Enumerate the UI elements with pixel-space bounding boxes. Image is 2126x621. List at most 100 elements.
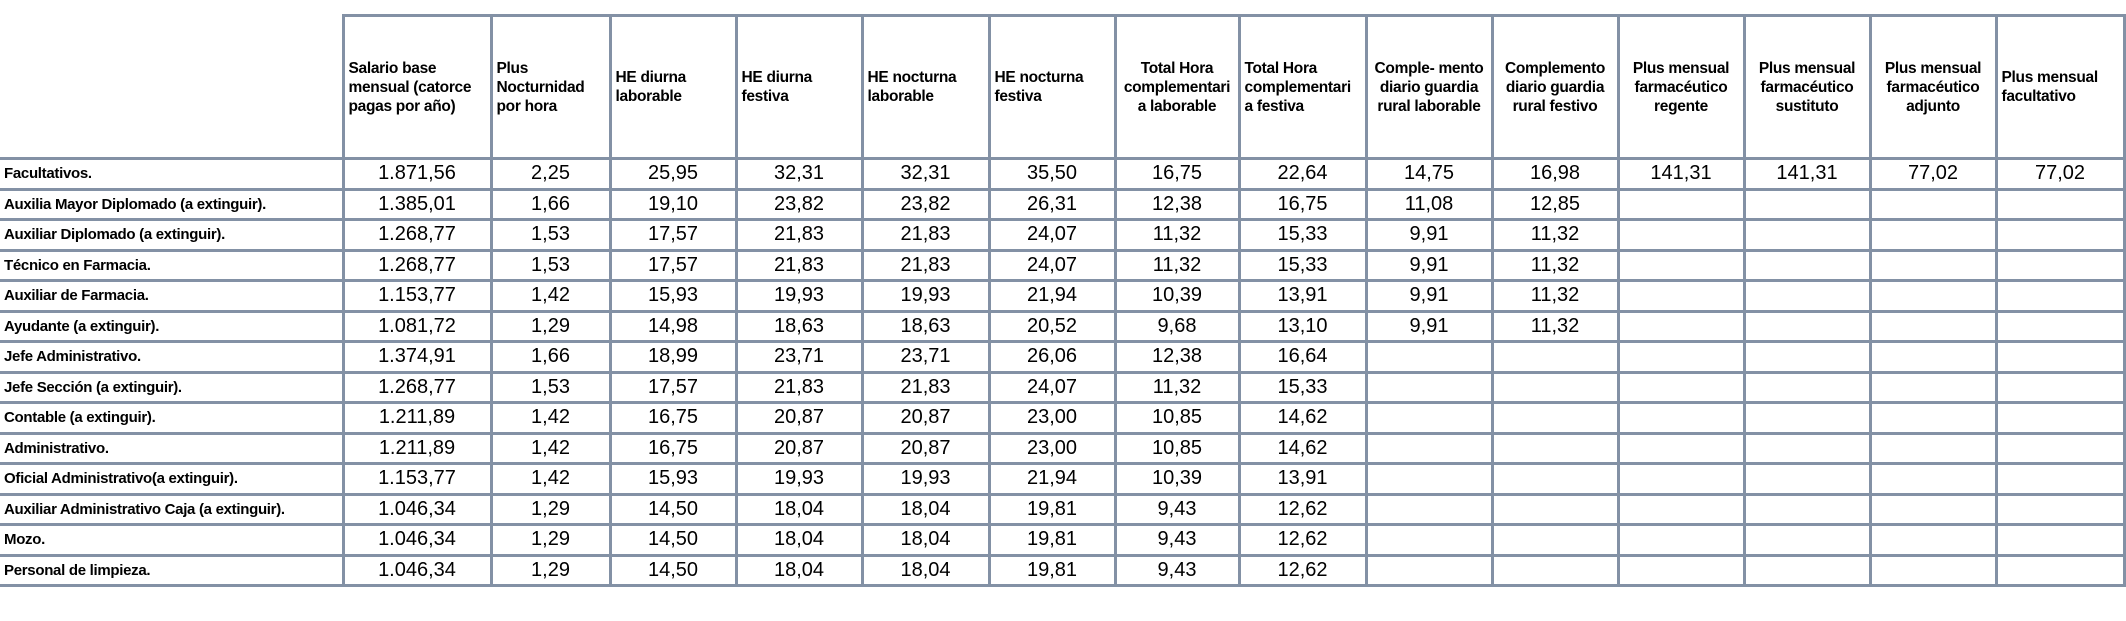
empty-cell [1994,218,2126,252]
empty-cell [1742,370,1872,404]
value-cell: 11,32 [1490,309,1620,343]
value-cell: 1.374,91 [341,340,493,374]
empty-cell [1364,340,1494,374]
value-cell: 13,91 [1237,279,1368,313]
empty-cell [1994,340,2126,374]
value-cell: 12,62 [1237,553,1368,587]
value-cell: 1.268,77 [341,370,493,404]
empty-cell [1616,218,1746,252]
value-cell: 14,62 [1237,431,1368,465]
empty-cell [1994,370,2126,404]
empty-cell [1742,309,1872,343]
value-cell: 11,32 [1490,248,1620,282]
value-cell: 12,62 [1237,492,1368,526]
row-label: Oficial Administrativo(a extinguir). [0,462,345,496]
value-cell: 14,75 [1364,157,1494,191]
value-cell: 15,93 [608,462,738,496]
empty-cell [1364,553,1494,587]
value-cell: 1.211,89 [341,431,493,465]
data-row: Contable (a extinguir). 1.211,89 1,42 16,75… [0,401,2126,435]
data-row: Auxiliar Diplomado (a extinguir). 1.268,7… [0,218,2126,252]
value-cell: 23,71 [860,340,991,374]
value-cell: 21,83 [860,218,991,252]
value-cell: 18,04 [734,523,864,557]
value-cell: 1,29 [489,523,612,557]
data-row: Ayudante (a extinguir). 1.081,72 1,29 14,98… [0,309,2126,343]
empty-cell [1868,370,1998,404]
value-cell: 16,64 [1237,340,1368,374]
value-cell: 19,81 [987,492,1117,526]
column-header: HE diurna festiva [734,14,864,160]
empty-cell [1868,553,1998,587]
value-cell: 1,66 [489,340,612,374]
value-cell: 14,50 [608,523,738,557]
column-header: Complemento diario guardia rural festivo [1490,14,1620,160]
value-cell: 21,94 [987,279,1117,313]
value-cell: 23,00 [987,401,1117,435]
value-cell: 18,04 [860,553,991,587]
value-cell: 19,93 [860,462,991,496]
header-row: Salario base mensual (catorce pagas por … [0,14,2126,160]
value-cell: 9,91 [1364,248,1494,282]
data-row: Técnico en Farmacia. 1.268,77 1,53 17,57 21,… [0,248,2126,282]
value-cell: 9,91 [1364,218,1494,252]
data-row: Auxilia Mayor Diplomado (a extinguir). 1.… [0,187,2126,221]
value-cell: 25,95 [608,157,738,191]
value-cell: 141,31 [1742,157,1872,191]
empty-cell [1868,462,1998,496]
empty-cell [1616,248,1746,282]
value-cell: 18,04 [860,492,991,526]
empty-cell [1490,492,1620,526]
value-cell: 32,31 [734,157,864,191]
value-cell: 19,10 [608,187,738,221]
value-cell: 11,32 [1113,218,1241,252]
value-cell: 21,94 [987,462,1117,496]
value-cell: 15,93 [608,279,738,313]
value-cell: 21,83 [734,218,864,252]
value-cell: 19,93 [860,279,991,313]
value-cell: 1,53 [489,370,612,404]
row-label: Jefe Administrativo. [0,340,345,374]
value-cell: 13,91 [1237,462,1368,496]
data-row: Oficial Administrativo(a extinguir). 1.15… [0,462,2126,496]
column-header: HE nocturna festiva [987,14,1117,160]
data-row: Facultativos. 1.871,56 2,25 25,95 32,31 32,31… [0,157,2126,191]
empty-cell [1490,401,1620,435]
value-cell: 10,85 [1113,401,1241,435]
row-label: Contable (a extinguir). [0,401,345,435]
value-cell: 14,62 [1237,401,1368,435]
value-cell: 15,33 [1237,370,1368,404]
column-header: Comple- mento diario guardia rural labor… [1364,14,1494,160]
value-cell: 16,75 [608,431,738,465]
empty-cell [1616,431,1746,465]
value-cell: 24,07 [987,248,1117,282]
value-cell: 9,91 [1364,279,1494,313]
empty-cell [1868,309,1998,343]
row-label: Personal de limpieza. [0,553,345,587]
value-cell: 23,82 [860,187,991,221]
value-cell: 12,38 [1113,187,1241,221]
value-cell: 20,87 [860,401,991,435]
value-cell: 21,83 [734,370,864,404]
empty-cell [1742,401,1872,435]
data-row: Jefe Sección (a extinguir). 1.268,77 1,53 1… [0,370,2126,404]
column-header: HE diurna laborable [608,14,738,160]
value-cell: 1,29 [489,553,612,587]
column-header: Plus mensual farmacéutico sustituto [1742,14,1872,160]
row-label: Auxiliar de Farmacia. [0,279,345,313]
salary-table: Salario base mensual (catorce pagas por … [0,14,2126,587]
column-header: Plus Nocturnidad por hora [489,14,612,160]
row-label: Facultativos. [0,157,345,191]
empty-cell [1868,187,1998,221]
data-row: Mozo. 1.046,34 1,29 14,50 18,04 18,04 19,81 9,4… [0,523,2126,557]
empty-cell [1616,340,1746,374]
value-cell: 15,33 [1237,248,1368,282]
empty-cell [1868,492,1998,526]
value-cell: 15,33 [1237,218,1368,252]
empty-cell [1994,248,2126,282]
value-cell: 17,57 [608,248,738,282]
empty-cell [1868,401,1998,435]
empty-cell [1742,340,1872,374]
empty-cell [1742,462,1872,496]
empty-cell [1616,309,1746,343]
